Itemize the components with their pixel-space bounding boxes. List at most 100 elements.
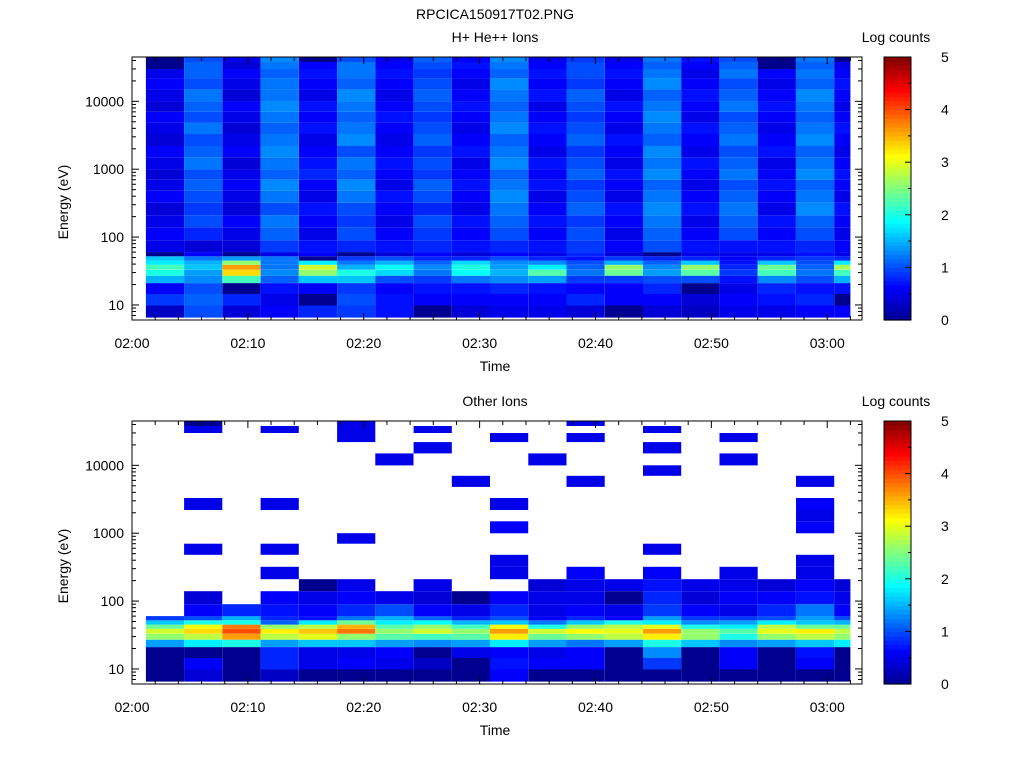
heatmap-cell <box>184 639 223 648</box>
heatmap-cell <box>413 62 452 69</box>
heatmap-cell <box>184 78 223 90</box>
heatmap-cell <box>681 111 720 123</box>
heatmap-cell <box>604 57 643 62</box>
heatmap-cell <box>604 78 643 90</box>
heatmap-cell <box>681 190 720 203</box>
x-tick-label: 02:50 <box>694 699 729 715</box>
heatmap-cell <box>184 421 223 426</box>
heatmap-cell <box>796 215 835 228</box>
heatmap-cell <box>451 62 490 69</box>
heatmap-cell <box>681 628 720 634</box>
colorbar-segment <box>884 486 911 492</box>
colorbar-tick-label: 2 <box>941 571 949 587</box>
heatmap-cell <box>834 628 851 634</box>
heatmap-cell <box>757 89 796 102</box>
heatmap-cell <box>528 146 567 158</box>
heatmap-cell <box>184 123 223 134</box>
heatmap-cell <box>184 305 223 318</box>
heatmap-cell <box>604 111 643 123</box>
heatmap-cell <box>260 240 299 253</box>
heatmap-cell <box>375 146 414 158</box>
heatmap-cell <box>145 123 185 134</box>
heatmap-cell <box>528 62 567 69</box>
heatmap-cell <box>566 57 605 62</box>
heatmap-cell <box>298 62 338 69</box>
heatmap-cell <box>757 62 796 69</box>
heatmap-cell <box>298 283 338 294</box>
heatmap-cell <box>719 190 758 203</box>
heatmap-cell <box>757 639 796 648</box>
colorbar-segment <box>884 188 911 194</box>
panel-bottom: Other Ions Log counts Time Energy (eV) 0… <box>55 393 949 738</box>
colorbar-segment <box>884 267 911 273</box>
heatmap-cell <box>451 658 490 670</box>
heatmap-cell <box>643 269 682 276</box>
colorbar-segment <box>884 491 911 497</box>
heatmap-cell <box>222 264 261 270</box>
colorbar-segment <box>884 521 911 527</box>
heatmap-cell <box>796 579 835 592</box>
heatmap-cell <box>222 269 261 276</box>
colorbar-segment <box>884 175 911 181</box>
heatmap-cell <box>719 227 758 241</box>
heatmap-cell <box>375 658 414 670</box>
colorbar-segment <box>884 289 911 295</box>
heatmap-cell <box>796 157 835 170</box>
heatmap-cell <box>604 179 643 191</box>
heatmap-cell <box>260 57 299 62</box>
heatmap-cell <box>490 616 529 621</box>
heatmap-cell <box>451 78 490 90</box>
heatmap-cell <box>260 669 299 682</box>
heatmap-cell <box>796 294 835 306</box>
heatmap-cell <box>604 669 643 682</box>
colorbar-segment <box>884 609 911 615</box>
heatmap-cell <box>184 227 223 241</box>
heatmap-cell <box>375 264 414 270</box>
heatmap-cell <box>298 647 338 658</box>
heatmap-cell <box>719 256 758 261</box>
heatmap-cell <box>566 579 605 592</box>
colorbar-segment <box>884 302 911 308</box>
heatmap-cell <box>375 260 414 265</box>
heatmap-cell <box>528 260 567 265</box>
heatmap-cell <box>451 628 490 634</box>
y-tick-label: 100 <box>101 593 125 609</box>
heatmap-cell <box>222 305 261 318</box>
heatmap-cell <box>719 275 758 284</box>
heatmap-cell <box>260 604 299 617</box>
heatmap-cell <box>643 101 682 112</box>
heatmap-cell <box>451 89 490 102</box>
heatmap-cell <box>796 620 835 625</box>
colorbar-segment <box>884 421 911 426</box>
x-tick-label: 02:40 <box>578 699 613 715</box>
heatmap-cell <box>490 566 529 580</box>
heatmap-cell <box>222 658 261 670</box>
heatmap-cell <box>451 146 490 158</box>
heatmap-cell <box>490 305 529 318</box>
heatmap-cell <box>451 269 490 276</box>
heatmap-cell <box>413 69 452 79</box>
heatmap-cell <box>643 264 682 270</box>
heatmap-cell <box>566 202 605 216</box>
heatmap-cell <box>490 89 529 102</box>
heatmap-cell <box>222 252 261 257</box>
heatmap-cell <box>643 639 682 648</box>
heatmap-cell <box>604 146 643 158</box>
heatmap-cell <box>796 179 835 191</box>
heatmap-cell <box>145 275 185 284</box>
colorbar-segment <box>884 232 911 238</box>
heatmap-cell <box>260 78 299 90</box>
heatmap-cell <box>681 604 720 617</box>
heatmap-cell <box>375 101 414 112</box>
heatmap-cell <box>298 215 338 228</box>
heatmap-cell <box>184 62 223 69</box>
heatmap-cell <box>145 305 185 318</box>
heatmap-cell <box>681 69 720 79</box>
heatmap-cell <box>528 633 567 640</box>
heatmap-cell <box>337 579 376 592</box>
heatmap-cell <box>834 620 851 625</box>
heatmap-cell <box>451 264 490 270</box>
heatmap-cell <box>184 215 223 228</box>
heatmap-cell <box>528 639 567 648</box>
heatmap-cell <box>145 146 185 158</box>
